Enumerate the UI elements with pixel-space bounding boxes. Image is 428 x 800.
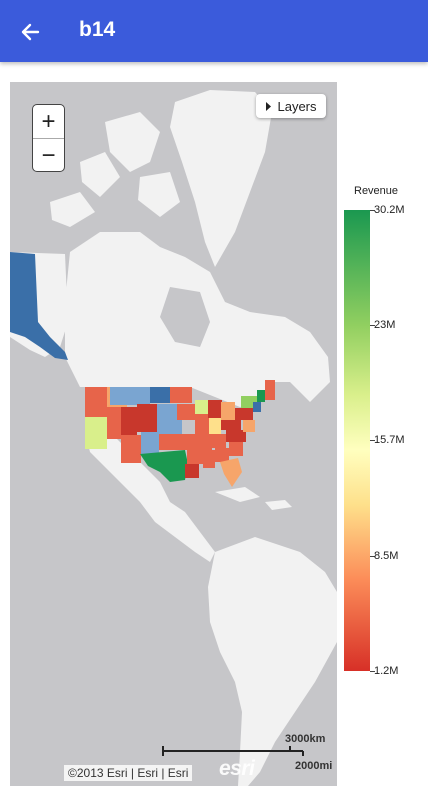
legend-tick (370, 671, 375, 672)
legend-tick (370, 210, 375, 211)
scale-bar (162, 746, 304, 756)
layers-label: Layers (277, 98, 317, 114)
map-attribution: ©2013 Esri | Esri | Esri (64, 765, 193, 781)
esri-logo: esri (219, 757, 255, 780)
map-view[interactable]: + − Layers 3000km 2000mi ©2013 Esri | Es… (10, 82, 337, 786)
zoom-out-button[interactable]: − (41, 141, 56, 169)
legend-label-max: 30.2M (374, 204, 405, 216)
scale-mi-label: 2000mi (295, 760, 333, 772)
scale-km-label: 3000km (285, 733, 326, 745)
legend-color-ramp (344, 210, 370, 671)
caret-right-icon (266, 101, 272, 111)
legend-label-t4: 8.5M (374, 550, 399, 562)
legend-tick (370, 440, 375, 441)
legend-label-t2: 23M (374, 319, 396, 331)
legend-tick (370, 325, 375, 326)
arrow-left-icon (21, 23, 40, 41)
legend-label-t3: 15.7M (374, 434, 405, 446)
back-button[interactable] (14, 16, 46, 48)
legend-label-min: 1.2M (374, 665, 399, 677)
usa-states (85, 380, 275, 487)
zoom-control: + − (32, 104, 65, 172)
layers-button[interactable]: Layers (256, 94, 326, 118)
legend-tick (370, 556, 375, 557)
page-title: b14 (79, 18, 116, 41)
zoom-in-button[interactable]: + (41, 107, 56, 135)
app-bar: b14 (0, 0, 428, 62)
zoom-divider (33, 138, 64, 139)
legend-title: Revenue (354, 185, 399, 197)
basemap (10, 90, 337, 786)
